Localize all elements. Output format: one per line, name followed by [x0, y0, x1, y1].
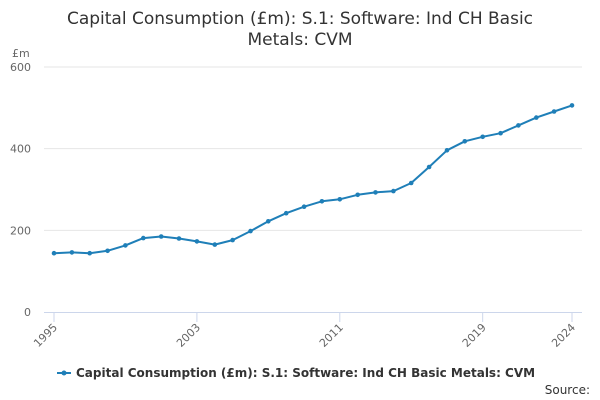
data-point-2002 — [176, 236, 182, 241]
grid-lines — [44, 66, 582, 231]
legend-marker-swatch — [61, 370, 67, 376]
data-point-2001 — [158, 234, 164, 239]
x-tick-label-2019: 2019 — [460, 321, 489, 350]
y-tick-label-200: 200 — [10, 224, 31, 237]
data-point-2009 — [301, 204, 307, 209]
data-point-2021 — [516, 123, 521, 128]
data-point-2012 — [355, 192, 361, 198]
x-tick-label-2003: 2003 — [174, 321, 203, 350]
legend-label: Capital Consumption (£m): S.1: Software:… — [76, 366, 535, 380]
y-tick-labels: 0 200 400 600 — [10, 61, 31, 319]
data-point-2019 — [480, 134, 486, 140]
data-point-1995 — [51, 250, 57, 256]
data-point-2016 — [426, 164, 432, 170]
x-tick-label-2024: 2024 — [549, 321, 578, 350]
y-axis-label: £m — [12, 47, 30, 60]
data-point-2024 — [569, 103, 575, 108]
data-point-2004 — [212, 242, 218, 247]
data-point-2022 — [534, 115, 539, 120]
data-point-2010 — [319, 199, 325, 204]
x-tick-label-2011: 2011 — [317, 321, 346, 350]
y-tick-label-600: 600 — [10, 61, 31, 74]
chart-title-line-2: Metals: CVM — [247, 30, 352, 50]
data-point-2015 — [408, 180, 414, 186]
data-point-2020 — [498, 130, 503, 136]
data-point-1996 — [69, 250, 75, 255]
data-point-2007 — [266, 219, 271, 224]
data-point-2008 — [283, 210, 289, 216]
data-point-2011 — [337, 197, 343, 202]
series-layer — [51, 103, 575, 256]
data-point-2018 — [462, 139, 468, 144]
data-point-2013 — [373, 190, 378, 195]
series-line-0 — [53, 104, 573, 255]
data-point-1999 — [123, 243, 128, 248]
legend[interactable]: Capital Consumption (£m): S.1: Software:… — [57, 366, 535, 380]
data-point-2000 — [141, 235, 146, 241]
source-label: Source: — [545, 383, 590, 397]
x-axis: 1995 2003 2011 2019 2024 — [31, 312, 582, 350]
data-point-2005 — [230, 237, 235, 243]
data-point-2014 — [391, 188, 396, 194]
data-point-2017 — [444, 148, 450, 153]
y-tick-label-0: 0 — [24, 306, 31, 319]
data-point-1998 — [105, 248, 110, 254]
data-point-2003 — [194, 239, 200, 244]
chart-title-line-1: Capital Consumption (£m): S.1: Software:… — [67, 9, 533, 29]
data-point-2006 — [248, 228, 253, 234]
x-tick-label-1995: 1995 — [31, 321, 60, 350]
data-point-1997 — [87, 250, 92, 256]
data-point-2023 — [551, 109, 557, 114]
y-tick-label-400: 400 — [10, 143, 31, 156]
